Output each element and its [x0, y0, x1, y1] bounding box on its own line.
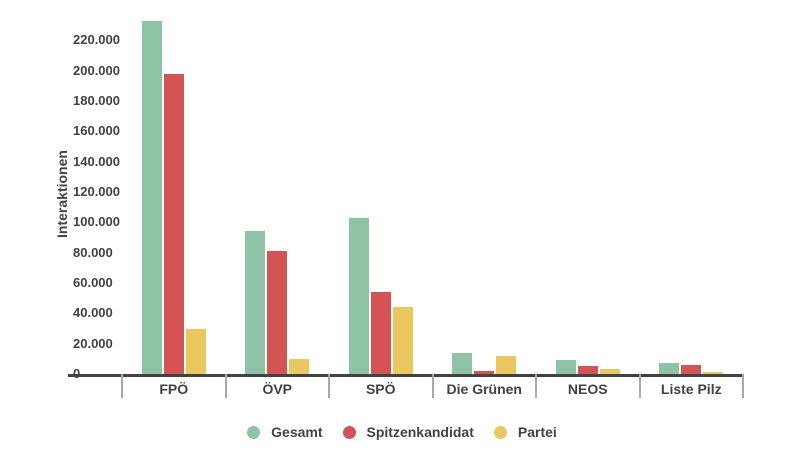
y-tick-label-220-000: 220.000 [73, 32, 120, 48]
category-divider [431, 374, 434, 398]
legend-swatch-gesamt [247, 425, 261, 439]
bar-partei-ovp[interactable] [289, 358, 310, 374]
legend-label-gesamt: Gesamt [271, 424, 323, 440]
y-tick-label-140-000: 140.000 [73, 153, 120, 169]
category-divider [638, 374, 641, 398]
category-divider [535, 374, 537, 398]
bar-spitzenkandidat-fpo[interactable] [163, 73, 184, 374]
legend-label-partei: Partei [517, 424, 557, 440]
bar-gesamt-die-grunen[interactable] [452, 352, 473, 374]
category-label-die-grunen: Die Grünen [446, 381, 522, 397]
bar-spitzenkandidat-neos[interactable] [577, 366, 598, 374]
category-label-ovp: ÖVP [262, 381, 293, 397]
bar-spitzenkandidat-spo[interactable] [370, 292, 391, 374]
legend-item-gesamt[interactable]: Gesamt [247, 424, 323, 440]
y-tick-label-160-000: 160.000 [73, 123, 120, 139]
y-tick-label-60-000: 60.000 [73, 275, 113, 290]
category-divider [742, 374, 744, 398]
bar-partei-neos[interactable] [599, 369, 620, 374]
y-tick-label-0: 0 [73, 366, 80, 382]
category-divider [121, 374, 123, 398]
legend-item-partei[interactable]: Partei [493, 424, 557, 440]
y-tick-label-80-000: 80.000 [73, 244, 113, 260]
bar-gesamt-liste-pilz[interactable] [659, 363, 680, 374]
y-tick-label-180-000: 180.000 [73, 93, 120, 108]
y-tick-label-20-000: 20.000 [73, 335, 113, 351]
bar-gesamt-ovp[interactable] [245, 231, 266, 374]
bar-spitzenkandidat-die-grunen[interactable] [474, 370, 495, 374]
x-axis-line [68, 374, 743, 377]
y-axis-title: Interaktionen [54, 150, 70, 238]
bar-gesamt-spo[interactable] [348, 217, 369, 374]
bar-partei-die-grunen[interactable] [496, 355, 517, 374]
bar-gesamt-neos[interactable] [555, 360, 576, 374]
legend: Gesamt Spitzenkandidat Partei [0, 424, 804, 440]
y-tick-label-120-000: 120.000 [73, 184, 120, 199]
category-label-neos: NEOS [567, 381, 608, 397]
y-tick-label-100-000: 100.000 [73, 214, 120, 230]
bar-partei-liste-pilz[interactable] [703, 371, 724, 374]
category-label-liste-pilz: Liste Pilz [660, 381, 722, 397]
category-divider [224, 374, 227, 398]
legend-item-spitzenkandidat[interactable]: Spitzenkandidat [342, 424, 474, 440]
bar-spitzenkandidat-liste-pilz[interactable] [681, 364, 702, 374]
category-label-spo: SPÖ [365, 381, 396, 397]
legend-label-spitzenkandidat: Spitzenkandidat [366, 424, 474, 440]
legend-swatch-partei [493, 425, 507, 439]
category-divider [328, 374, 330, 398]
bar-partei-spo[interactable] [392, 307, 413, 374]
bar-gesamt-fpo[interactable] [141, 20, 162, 374]
category-label-fpo: FPÖ [159, 381, 189, 397]
y-tick-label-200-000: 200.000 [73, 62, 120, 78]
legend-swatch-spitzenkandidat [342, 425, 356, 439]
bar-spitzenkandidat-ovp[interactable] [267, 251, 288, 374]
bar-partei-fpo[interactable] [185, 328, 206, 374]
y-tick-label-40-000: 40.000 [73, 305, 113, 321]
